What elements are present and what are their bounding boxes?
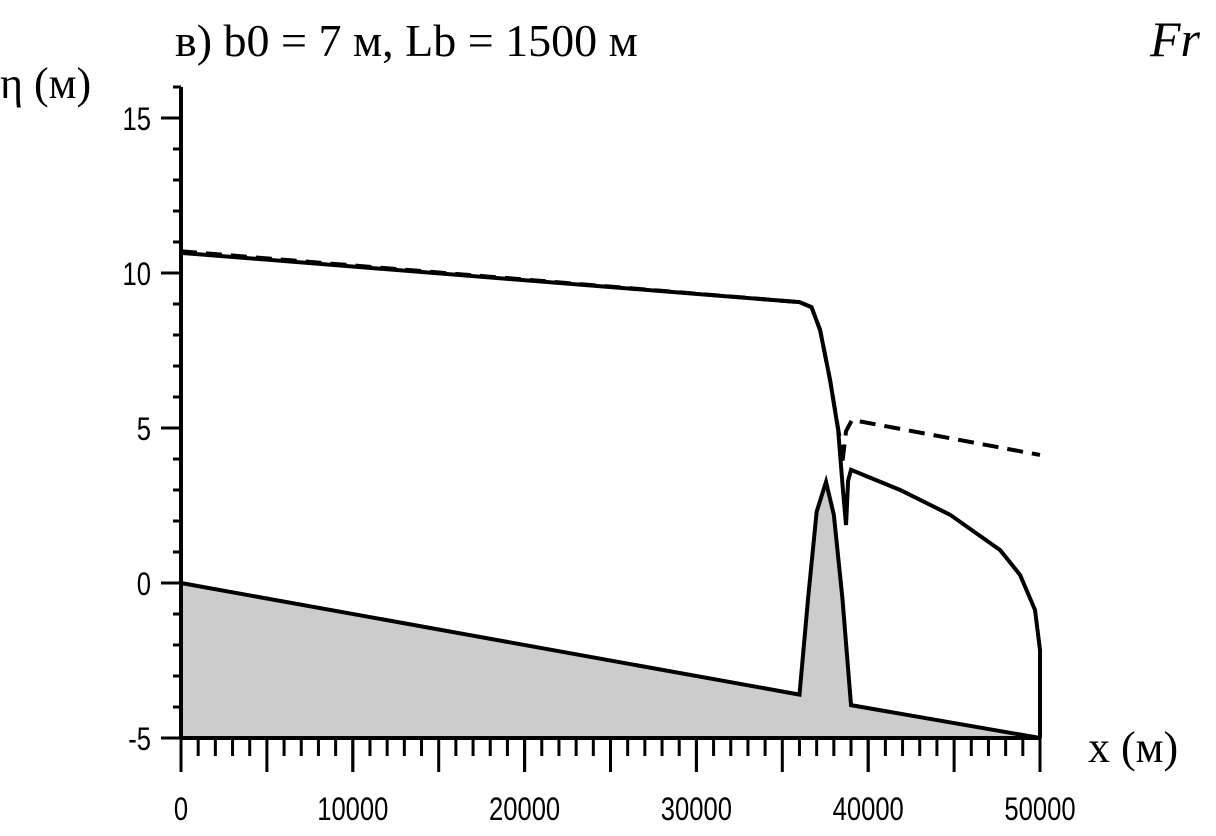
x-tick-label: 0 [174,792,188,827]
x-tick-label: 30000 [661,792,732,827]
line [180,250,1042,738]
x-axis-label: x (м) [1088,723,1178,772]
x-tick-label: 20000 [489,792,560,827]
y-tick-label: -5 [128,722,151,757]
chart-title: в) b0 = 7 м, Lb = 1500 м [175,15,638,66]
y-tick-label: 10 [123,257,151,292]
y-axis-label: η (м) [0,59,91,108]
y-tick-label: 0 [137,567,151,602]
y-tick-label: 5 [137,412,151,447]
line [180,249,1041,466]
corner-label: Fr [1149,11,1201,67]
y-tick-label: 15 [123,102,151,137]
x-tick-label: 40000 [833,792,904,827]
area [181,481,1040,738]
x-tick-label: 10000 [317,792,388,827]
x-tick-label: 50000 [1004,792,1075,827]
area-edge [180,474,1041,740]
